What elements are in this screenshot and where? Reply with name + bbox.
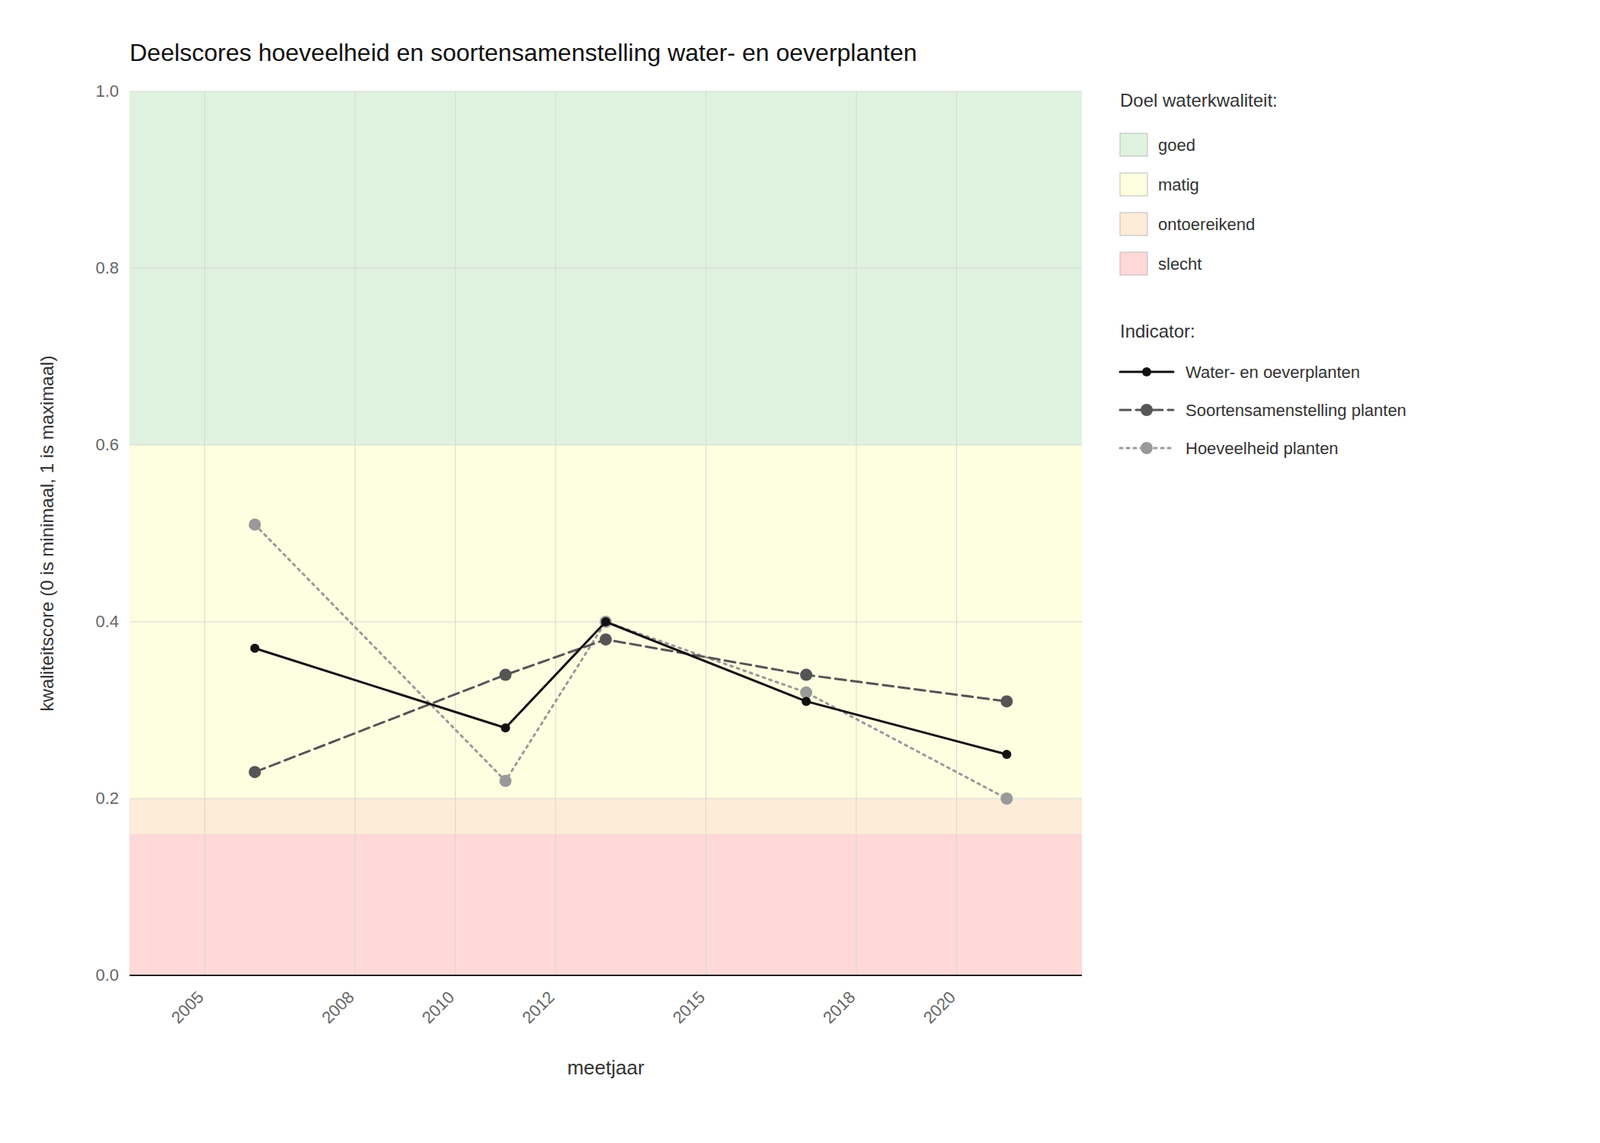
y-tick-label: 0.0 bbox=[95, 965, 119, 985]
series-marker bbox=[599, 633, 612, 646]
legend-label: slecht bbox=[1158, 254, 1202, 274]
y-grid-line bbox=[129, 444, 1082, 446]
x-grid-line bbox=[355, 91, 356, 976]
legend-zones: Doel waterkwaliteit: goed matig ontoereiken… bbox=[1120, 89, 1278, 276]
series bbox=[248, 518, 1013, 805]
series-marker bbox=[248, 765, 261, 778]
x-axis-line bbox=[129, 974, 1082, 976]
legend-marker bbox=[1142, 367, 1152, 377]
legend-label: Soortensamenstelling planten bbox=[1185, 400, 1407, 420]
series-marker bbox=[1000, 792, 1013, 805]
y-tick-label: 1.0 bbox=[95, 81, 119, 101]
x-grid-line bbox=[204, 91, 205, 976]
y-grid-line bbox=[129, 798, 1082, 800]
x-tick-label: 2010 bbox=[418, 987, 458, 1028]
series-marker bbox=[800, 668, 813, 682]
x-tick-label: 2020 bbox=[919, 987, 960, 1028]
zones bbox=[129, 91, 1082, 976]
series-marker bbox=[249, 643, 260, 653]
legend-label: Hoeveelheid planten bbox=[1185, 438, 1339, 458]
x-grid-line bbox=[454, 91, 456, 976]
x-grid-line bbox=[555, 91, 557, 976]
y-tick-label: 0.6 bbox=[95, 435, 119, 455]
y-tick-label: 0.8 bbox=[95, 258, 119, 278]
y-tick-label: 0.4 bbox=[95, 611, 119, 631]
x-tick-label: 2012 bbox=[518, 987, 558, 1028]
legend-title: Indicator: bbox=[1120, 320, 1196, 342]
zone-band bbox=[129, 798, 1082, 834]
grid bbox=[129, 91, 1082, 976]
series-marker bbox=[601, 617, 611, 627]
series bbox=[248, 633, 1013, 778]
y-grid-line bbox=[129, 975, 1082, 976]
series-marker bbox=[500, 723, 510, 733]
legend-title: Doel waterkwaliteit: bbox=[1120, 89, 1278, 111]
legend-swatch bbox=[1120, 172, 1148, 196]
series-line bbox=[254, 524, 1007, 799]
series-marker bbox=[800, 686, 813, 699]
y-grid-line bbox=[129, 91, 1082, 93]
series-line bbox=[254, 621, 1007, 755]
chart: 0.0 0.2 0.4 0.6 0.8 1.0 2005 2008 2010 2012 2015 20… bbox=[0, 0, 1600, 1143]
series-marker bbox=[1001, 749, 1012, 759]
legend-label: goed bbox=[1158, 135, 1196, 155]
series-marker bbox=[1000, 694, 1013, 708]
x-tick-label: 2018 bbox=[819, 987, 859, 1028]
series-marker bbox=[499, 774, 512, 788]
x-grid-line bbox=[855, 91, 857, 976]
series bbox=[249, 617, 1012, 759]
legend-swatch bbox=[1120, 133, 1148, 157]
series-marker bbox=[499, 668, 512, 682]
zone-band bbox=[129, 444, 1082, 799]
legend-swatch bbox=[1120, 212, 1148, 236]
legend-label: Water- en oeverplanten bbox=[1185, 362, 1360, 382]
legend-marker bbox=[1140, 403, 1153, 416]
y-tick-label: 0.2 bbox=[95, 788, 119, 808]
legend-label: matig bbox=[1158, 175, 1200, 195]
legend-swatch bbox=[1120, 252, 1148, 276]
x-grid-line bbox=[705, 91, 707, 976]
legend-series: Indicator: Water- en oeverplanten Soortens… bbox=[1120, 320, 1407, 458]
series-marker bbox=[248, 518, 261, 531]
series-line bbox=[254, 639, 1007, 772]
x-grid-line bbox=[956, 91, 957, 976]
x-tick-label: 2015 bbox=[668, 987, 709, 1028]
chart-title: Deelscores hoeveelheid en soortensamenst… bbox=[129, 38, 918, 67]
legend-marker bbox=[1140, 441, 1153, 455]
x-tick-label: 2005 bbox=[167, 987, 208, 1028]
y-grid-line bbox=[129, 268, 1082, 269]
series-marker bbox=[801, 696, 811, 706]
x-axis-label: meetjaar bbox=[566, 1056, 644, 1079]
zone-band bbox=[129, 91, 1082, 445]
y-axis-label: kwaliteitscore (0 is minimaal, 1 is maxi… bbox=[36, 355, 58, 712]
data bbox=[248, 518, 1013, 805]
legend-label: ontoereikend bbox=[1158, 214, 1255, 234]
x-tick-label: 2008 bbox=[317, 987, 358, 1028]
zone-band bbox=[129, 833, 1082, 976]
